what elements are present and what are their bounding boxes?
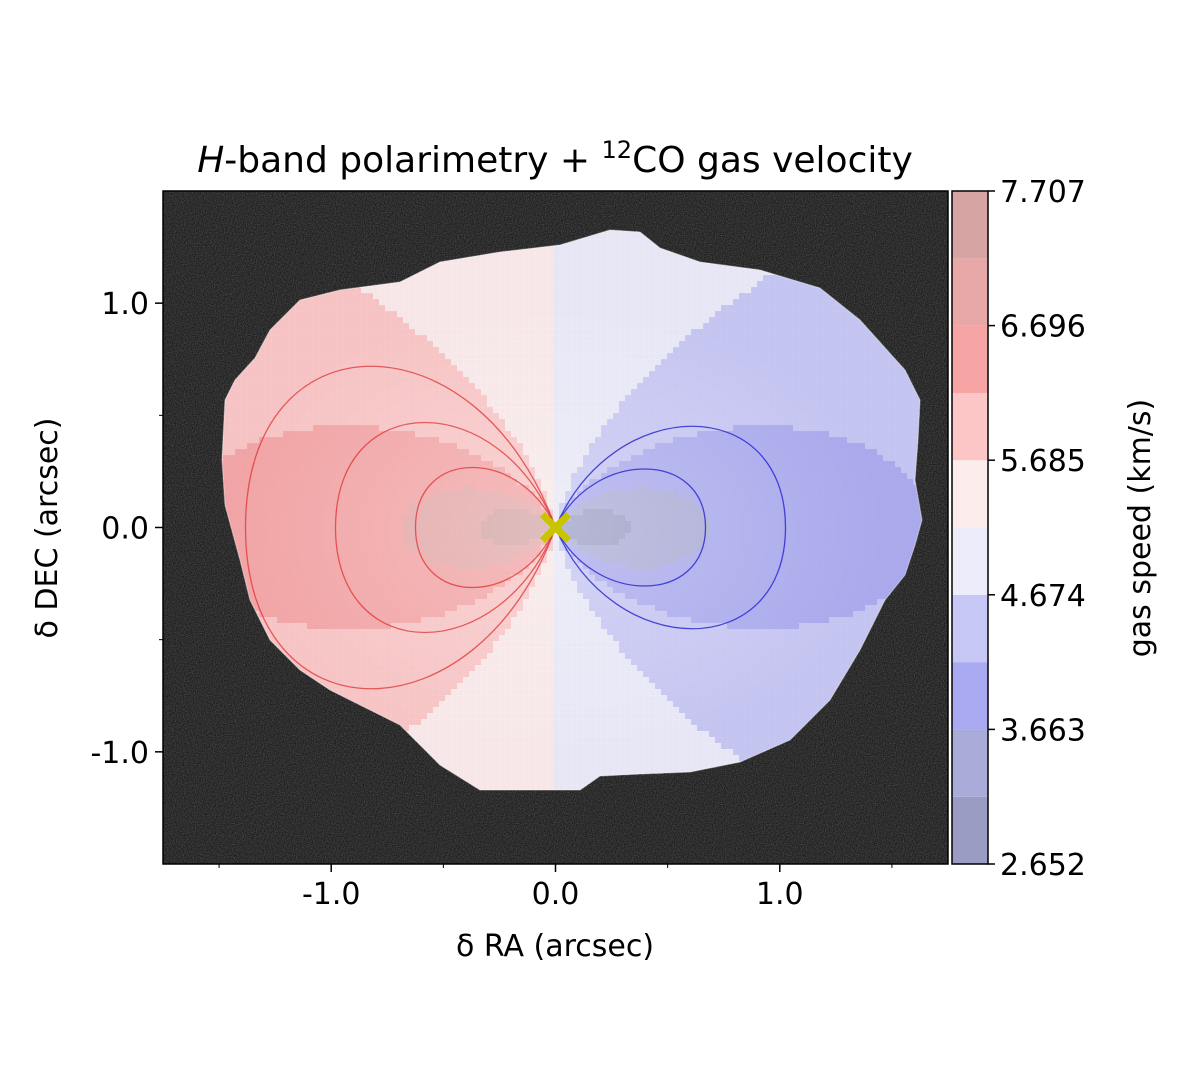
colorbar-level-0 [952, 796, 988, 864]
colorbar-level-8 [952, 258, 988, 326]
colorbar-tick-label: 7.707 [1000, 175, 1086, 210]
colorbar-level-4 [952, 527, 988, 595]
colorbar-tick-label: 4.674 [1000, 579, 1086, 614]
colorbar-level-3 [952, 594, 988, 663]
colorbar-frame [951, 190, 989, 865]
colorbar [952, 191, 988, 864]
y-tick-label: 0.0 [101, 512, 149, 547]
colorbar-tick-label: 2.652 [1000, 848, 1086, 883]
x-tick-label: 1.0 [756, 877, 804, 912]
blue-contour-mid [554, 425, 787, 630]
y-axis: -1.0 0.0 1.0 [90, 287, 163, 771]
star-marker [540, 512, 571, 543]
y-tick-label: -1.0 [90, 736, 149, 771]
red-contour-outer [244, 365, 557, 690]
red-contour-inner [414, 467, 557, 588]
title-superscript: 12 [602, 136, 633, 164]
title-italic-part: H [197, 140, 224, 181]
colorbar-tick-label: 6.696 [1000, 310, 1086, 345]
colorbar-label: gas speed (km/s) [1123, 399, 1158, 658]
plot-area [163, 191, 948, 864]
colorbar-tick-label: 5.685 [1000, 444, 1086, 479]
colorbar-level-7 [952, 325, 988, 393]
y-axis-label: δ DEC (arcsec) [30, 418, 65, 639]
x-tick-label: -1.0 [302, 877, 361, 912]
title-main-part: -band polarimetry + [224, 140, 601, 181]
star-marker-stroke-2 [540, 512, 571, 543]
colorbar-level-6 [952, 392, 988, 461]
x-axis: -1.0 0.0 1.0 [218, 864, 893, 912]
x-tick-label: 0.0 [532, 877, 580, 912]
y-tick-label: 1.0 [101, 287, 149, 322]
colorbar-level-1 [952, 729, 988, 797]
red-contour-mid [334, 421, 557, 634]
velocity-contour-lines [244, 365, 787, 690]
colorbar-level-5 [952, 460, 988, 528]
colorbar-tick-label: 3.663 [1000, 713, 1086, 748]
colorbar-level-2 [952, 662, 988, 730]
title-suffix: CO gas velocity [632, 140, 913, 181]
chart-title: H-band polarimetry + 12CO gas velocity [197, 136, 913, 181]
colorbar-level-9 [952, 191, 988, 259]
colorbar-axis: 2.652 3.663 4.674 5.685 6.696 7.707 [988, 175, 1086, 883]
blue-contour-inner [554, 468, 707, 587]
x-axis-label: δ RA (arcsec) [456, 929, 654, 964]
